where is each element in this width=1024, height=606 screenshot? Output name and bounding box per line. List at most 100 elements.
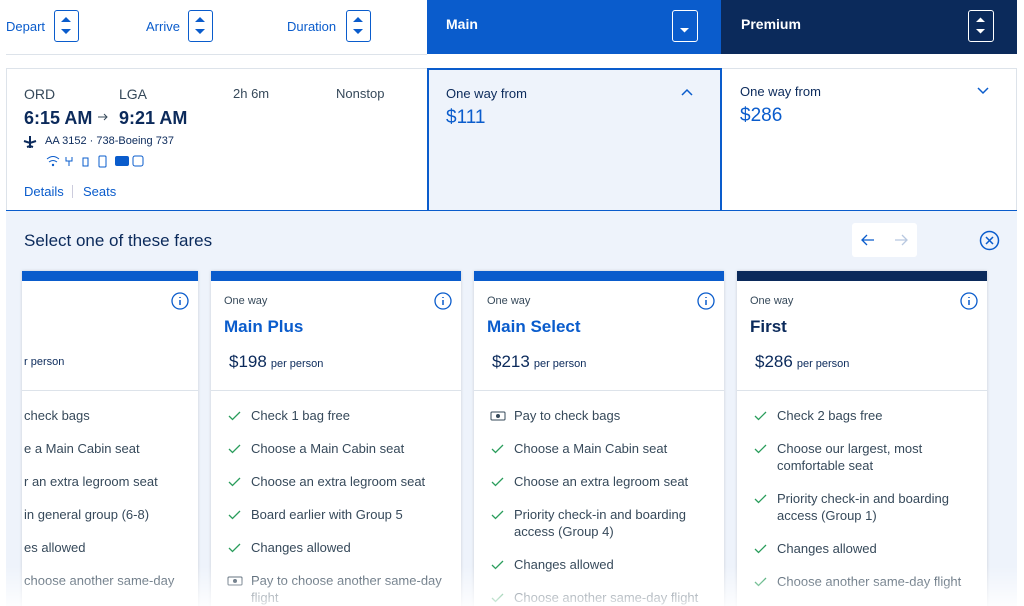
details-link[interactable]: Details xyxy=(24,184,64,199)
feature-text: Board earlier with Group 5 xyxy=(251,507,403,522)
sort-arrive[interactable]: Arrive xyxy=(146,19,180,34)
destination: LGA xyxy=(119,86,148,102)
feature-text: e a Main Cabin seat xyxy=(24,441,140,456)
check-icon xyxy=(754,444,767,454)
seats-link[interactable]: Seats xyxy=(83,184,117,199)
sort-depart-button[interactable] xyxy=(54,10,79,42)
feature: Choose an extra legroom seat xyxy=(474,473,724,490)
check xyxy=(228,510,241,520)
sort-duration[interactable]: Duration xyxy=(287,19,337,34)
fare-name: First xyxy=(750,317,787,336)
main-price-label: One way from xyxy=(446,86,527,101)
check-icon xyxy=(228,411,241,421)
check xyxy=(754,411,767,421)
cabin-main-label: Main xyxy=(446,16,478,32)
fare-unit: per person xyxy=(533,358,587,370)
fare-price: $213 xyxy=(492,352,530,371)
carousel-nav xyxy=(852,223,917,257)
chevron-down[interactable] xyxy=(976,85,990,95)
origin: ORD xyxy=(24,86,56,102)
check-icon xyxy=(754,544,767,554)
updown-icon xyxy=(61,17,71,34)
fare-unit: per person xyxy=(796,358,850,370)
info-circle xyxy=(697,292,715,310)
premium-price: $286 xyxy=(740,105,783,126)
fare-card: r person check bags e a Main Cabin seat r a… xyxy=(22,271,198,606)
feature-text: Priority check-in and boarding access (G… xyxy=(777,491,949,523)
cabin-main-sort[interactable] xyxy=(672,10,698,42)
fare-unit: per person xyxy=(270,358,324,370)
updown-icon xyxy=(353,17,363,34)
feature: in general group (6-8) xyxy=(22,506,198,523)
separator xyxy=(22,390,198,391)
fare-type: One way xyxy=(224,295,268,307)
check-icon xyxy=(754,411,767,421)
info-circle xyxy=(960,292,978,310)
premium-price-label: One way from xyxy=(740,84,821,99)
fares-title: Select one of these fares xyxy=(24,231,213,250)
sort-depart[interactable]: Depart xyxy=(6,19,46,34)
feature-text: Check 2 bags free xyxy=(777,408,883,423)
down-icon xyxy=(680,28,689,33)
feature-text: in general group (6-8) xyxy=(24,507,150,522)
updown-icon xyxy=(195,17,205,34)
sort-arrive-button[interactable] xyxy=(188,10,213,42)
fade xyxy=(6,566,1017,606)
fare-card: One way First $286 per person Check 2 bags f… xyxy=(737,271,987,606)
feature: r an extra legroom seat xyxy=(22,473,198,490)
feature-text: Choose our largest, most comfortable sea… xyxy=(777,441,923,473)
separator xyxy=(474,390,724,391)
info-circle xyxy=(171,292,189,310)
divider xyxy=(6,54,427,55)
cabin-premium-sort[interactable] xyxy=(968,10,994,42)
plane-icon xyxy=(23,136,37,148)
coin xyxy=(496,414,500,418)
feature-text: es allowed xyxy=(24,540,86,555)
main-price-cell[interactable] xyxy=(427,68,722,212)
feature: e a Main Cabin seat xyxy=(22,440,198,457)
main-price: $111 xyxy=(446,107,486,128)
feature: Choose a Main Cabin seat xyxy=(211,440,461,457)
feature-text: Choose an extra legroom seat xyxy=(514,474,689,489)
separator xyxy=(737,390,987,391)
check xyxy=(754,444,767,454)
nav-arrows[interactable] xyxy=(852,223,917,257)
separator xyxy=(211,390,461,391)
info-icon[interactable] xyxy=(434,292,452,310)
check xyxy=(228,477,241,487)
feature-text: Priority check-in and boarding access (G… xyxy=(514,507,686,539)
check xyxy=(491,477,504,487)
feature-list: Check 2 bags free Choose our largest, mos… xyxy=(737,407,987,590)
feature-text: Check 1 bag free xyxy=(251,408,351,423)
feature: Check 1 bag free xyxy=(211,407,461,424)
chevron-up[interactable] xyxy=(680,87,694,97)
check xyxy=(491,444,504,454)
check xyxy=(491,510,504,520)
check-icon xyxy=(228,510,241,520)
feature-text: Changes allowed xyxy=(777,541,877,556)
depart-time: 6:15 AM xyxy=(24,108,93,128)
fare-price-row: r person xyxy=(24,352,64,370)
feature: Choose our largest, most comfortable sea… xyxy=(737,440,987,474)
info-circle xyxy=(434,292,452,310)
feature-list: check bags e a Main Cabin seat r an extra … xyxy=(22,407,198,589)
feature: check bags xyxy=(22,407,198,424)
feature-text: Choose a Main Cabin seat xyxy=(514,441,668,456)
sort-duration-button[interactable] xyxy=(346,10,371,42)
feature: Pay to check bags xyxy=(474,407,724,424)
check xyxy=(228,444,241,454)
info-icon[interactable] xyxy=(171,292,189,310)
info-icon[interactable] xyxy=(960,292,978,310)
feature-text: Choose an extra legroom seat xyxy=(251,474,426,489)
fare-price-row: $213 per person xyxy=(492,352,586,372)
feature: Priority check-in and boarding access (G… xyxy=(474,506,724,540)
info-icon[interactable] xyxy=(697,292,715,310)
duration: 2h 6m xyxy=(233,86,270,101)
feature: Choose an extra legroom seat xyxy=(211,473,461,490)
check-icon xyxy=(491,510,504,520)
fare-price-row: $286 per person xyxy=(755,352,849,372)
close-button[interactable] xyxy=(979,230,1000,251)
feature-text: Choose a Main Cabin seat xyxy=(251,441,405,456)
check-icon xyxy=(228,444,241,454)
